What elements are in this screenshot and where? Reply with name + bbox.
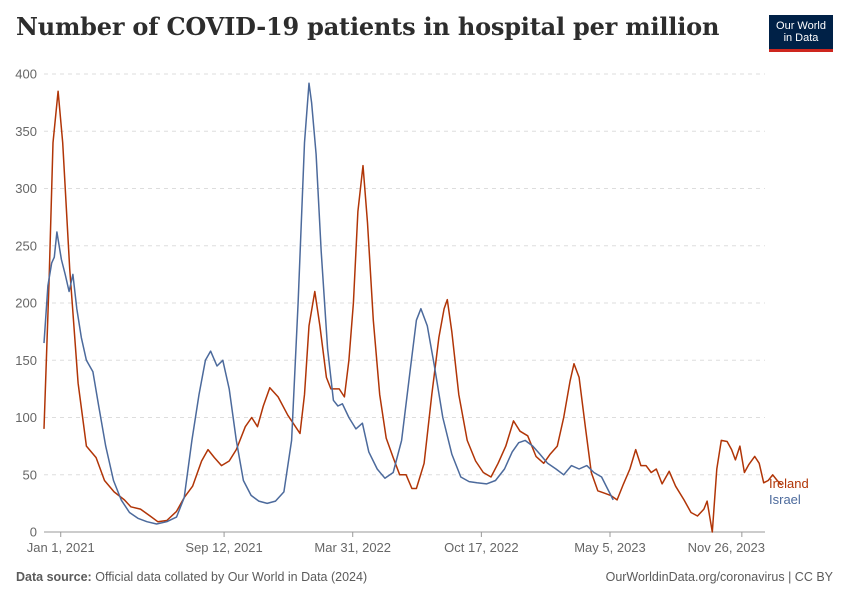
y-tick-label-150: 150 xyxy=(15,353,37,368)
y-tick-label-250: 250 xyxy=(15,238,37,253)
owid-logo[interactable]: Our World in Data xyxy=(769,15,833,52)
x-tick-label-1: Sep 12, 2021 xyxy=(185,540,262,555)
series-line-ireland xyxy=(43,90,783,533)
logo-line-2: in Data xyxy=(783,32,819,44)
x-tick-label-0: Jan 1, 2021 xyxy=(27,540,95,555)
x-tick-label-4: May 5, 2023 xyxy=(574,540,646,555)
chart-title: Number of COVID-19 patients in hospital … xyxy=(16,12,720,41)
footer-link[interactable]: OurWorldinData.org/coronavirus | CC BY xyxy=(605,570,833,584)
x-tick-label-3: Oct 17, 2022 xyxy=(444,540,518,555)
y-tick-label-50: 50 xyxy=(23,467,37,482)
x-axis: Jan 1, 2021 Sep 12, 2021 Mar 31, 2022 Oct 1… xyxy=(27,531,765,555)
series-label-ireland[interactable]: Ireland xyxy=(769,476,809,491)
y-tick-label-300: 300 xyxy=(15,181,37,196)
data-source-text: Official data collated by Our World in D… xyxy=(95,570,368,584)
x-tick-label-2: Mar 31, 2022 xyxy=(314,540,391,555)
y-tick-label-400: 400 xyxy=(15,67,37,82)
series-line-israel xyxy=(43,82,614,525)
series-lines xyxy=(43,82,783,533)
y-tick-label-0: 0 xyxy=(30,525,37,540)
data-source-label: Data source: xyxy=(16,570,92,584)
logo-line-1: Our World xyxy=(776,20,826,32)
x-tick-label-5: Nov 26, 2023 xyxy=(688,540,765,555)
series-label-israel[interactable]: Israel xyxy=(769,492,801,507)
y-tick-label-200: 200 xyxy=(15,296,37,311)
y-axis-tick-labels: 0 50 100 150 200 250 300 350 400 xyxy=(15,67,37,540)
data-source: Data source: Official data collated by O… xyxy=(16,570,367,584)
y-tick-label-350: 350 xyxy=(15,124,37,139)
y-tick-label-100: 100 xyxy=(15,410,37,425)
